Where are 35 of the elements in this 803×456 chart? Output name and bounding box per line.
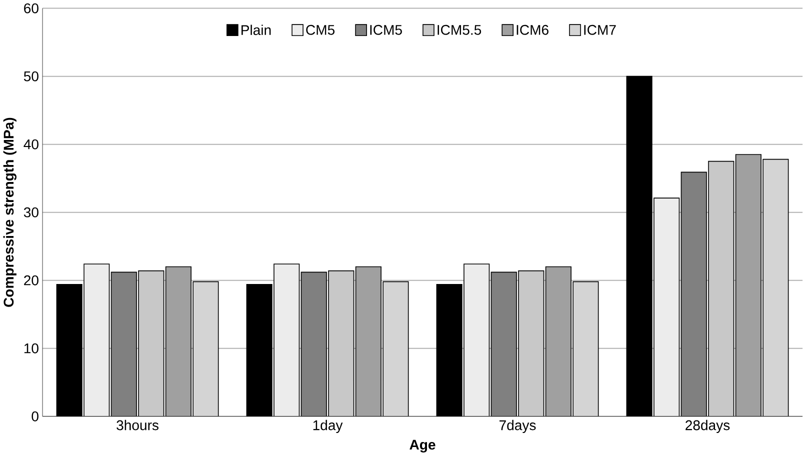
y-tick-label: 30 xyxy=(24,207,38,218)
bar xyxy=(84,264,110,416)
x-tick-label: 28days xyxy=(686,420,730,434)
bar xyxy=(490,272,517,416)
bar xyxy=(300,272,327,416)
y-tick-label: 0 xyxy=(32,411,38,422)
legend-label: Plain xyxy=(242,24,271,36)
bar xyxy=(518,270,544,416)
y-tick-label: 50 xyxy=(24,71,38,82)
bar xyxy=(680,172,707,416)
y-tick-label: 10 xyxy=(24,343,38,354)
bar xyxy=(382,281,409,416)
legend-label: ICM5 xyxy=(370,25,402,35)
x-tick-label: 3hours xyxy=(116,420,158,430)
bar xyxy=(464,264,490,416)
legend-label: CM5 xyxy=(306,25,335,35)
y-tick-label: 40 xyxy=(24,139,38,150)
x-tick-label: 1day xyxy=(313,420,343,434)
y-axis-title: Compressive strength (MPa) xyxy=(3,118,16,307)
bar xyxy=(274,264,300,416)
bar xyxy=(654,198,680,416)
legend-label: ICM7 xyxy=(584,25,616,35)
bar xyxy=(708,161,734,416)
bar xyxy=(328,270,354,416)
bar xyxy=(572,281,599,416)
bar xyxy=(192,281,219,416)
y-tick-label: 60 xyxy=(24,3,38,14)
bar xyxy=(762,158,789,416)
x-tick-label: 7days xyxy=(500,420,536,434)
x-axis-title: Age xyxy=(410,440,436,453)
y-tick-label: 20 xyxy=(24,275,38,286)
bar xyxy=(138,270,164,416)
legend-label: ICM5.5 xyxy=(438,25,482,35)
legend-label: ICM6 xyxy=(516,25,548,35)
bar xyxy=(110,272,137,416)
